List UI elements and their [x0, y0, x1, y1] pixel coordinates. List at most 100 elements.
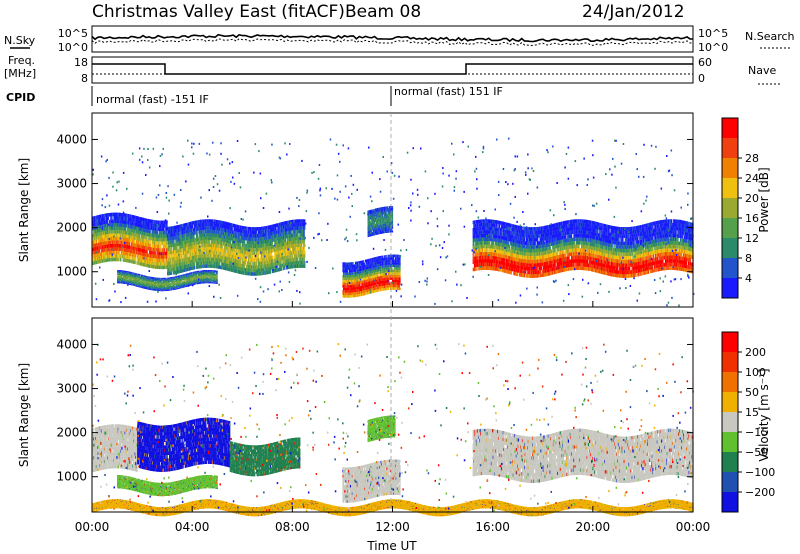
freq-label: Freq. — [8, 54, 35, 67]
data-cell-0 — [113, 230, 114, 234]
data-cell-0 — [120, 234, 121, 238]
data-cell-0 — [101, 232, 102, 236]
freq-panel — [92, 57, 693, 83]
data-cell-0 — [100, 215, 101, 219]
station-title: Christmas Valley East (fitACF) — [92, 2, 345, 22]
data-cell-0 — [117, 223, 118, 227]
radar-figure: Christmas Valley East (fitACF) Beam 08 2… — [0, 0, 800, 554]
data-cell-0 — [106, 241, 107, 245]
data-cell-0 — [96, 257, 97, 261]
data-cell-0 — [133, 222, 134, 226]
data-cell-0 — [110, 254, 111, 258]
cpid-label: CPID — [6, 91, 35, 104]
data-cell-0 — [115, 251, 116, 255]
data-cell-0 — [123, 217, 124, 221]
data-cell-0 — [102, 259, 103, 263]
data-cell-0 — [118, 237, 119, 241]
data-cell-0 — [136, 227, 137, 231]
data-cell-0 — [105, 224, 106, 228]
data-cell-0 — [110, 248, 111, 252]
nave-tick-bottom: 0 — [698, 72, 705, 85]
data-cell-0 — [119, 251, 120, 255]
data-cell-0 — [100, 218, 101, 222]
data-cell-0 — [123, 251, 124, 255]
data-cell-0 — [135, 257, 136, 261]
data-cell-0 — [107, 220, 108, 224]
data-cell-0 — [93, 262, 94, 266]
data-cell-0 — [106, 259, 107, 263]
data-cell-0 — [96, 243, 97, 247]
data-cell-0 — [126, 255, 127, 259]
data-cell-0 — [96, 236, 97, 240]
cpid-segment-1: normal (fast) -151 IF — [96, 93, 209, 106]
data-cell-0 — [121, 255, 122, 259]
data-cell-0 — [103, 224, 104, 228]
data-cell-0 — [126, 217, 127, 221]
nsearch-label: N.Search — [745, 30, 795, 43]
data-cell-0 — [125, 227, 126, 231]
data-cell-0 — [95, 223, 96, 227]
nave-tick-top: 60 — [698, 56, 712, 69]
data-cell-0 — [126, 224, 127, 228]
data-cell-0 — [130, 215, 131, 219]
data-cell-0 — [128, 249, 129, 253]
data-cell-0 — [117, 230, 118, 234]
nsearch-tick-top: 10^5 — [698, 27, 728, 40]
data-cell-0 — [108, 217, 109, 221]
data-cell-0 — [129, 245, 130, 249]
data-cell-0 — [120, 258, 121, 262]
data-cell-0 — [98, 233, 99, 237]
data-cell-0 — [127, 252, 128, 256]
nsky-tick-top: 10^5 — [58, 27, 88, 40]
cpid-segment-2: normal (fast) 151 IF — [394, 85, 503, 98]
data-cell-0 — [110, 258, 111, 262]
data-cell-0 — [111, 216, 112, 220]
data-cell-0 — [138, 258, 139, 262]
data-cell-0 — [121, 241, 122, 245]
data-cell-0 — [105, 228, 106, 232]
data-cell-0 — [138, 262, 139, 266]
data-cell-0 — [119, 241, 120, 245]
data-cell-0 — [129, 259, 130, 263]
data-cell-0 — [135, 247, 136, 251]
data-cell-0 — [120, 213, 121, 217]
data-cell-0 — [134, 240, 135, 244]
data-cell-0 — [95, 237, 96, 241]
data-cell-0 — [132, 222, 133, 226]
nsearch-tick-bottom: 10^0 — [698, 41, 728, 54]
data-cell-0 — [133, 219, 134, 223]
data-cell-0 — [102, 252, 103, 256]
data-cell-0 — [121, 237, 122, 241]
data-cell-0 — [123, 241, 124, 245]
data-cell-0 — [94, 233, 95, 237]
data-cell-0 — [116, 251, 117, 255]
freq-tick-top: 18 — [74, 56, 88, 69]
data-cell-0 — [113, 258, 114, 262]
data-cell-0 — [99, 250, 100, 254]
data-cell-0 — [123, 213, 124, 217]
data-cell-0 — [93, 258, 94, 262]
nsearch-trace — [92, 39, 693, 46]
data-cell-0 — [129, 228, 130, 232]
data-cell-0 — [135, 261, 136, 265]
data-cell-0 — [95, 216, 96, 220]
nave-label: Nave — [748, 64, 776, 77]
data-cell-0 — [135, 254, 136, 258]
data-cell-0 — [116, 247, 117, 251]
power-heatmap — [92, 138, 694, 307]
nsky-label: N.Sky — [4, 34, 36, 47]
data-cell-0 — [134, 250, 135, 254]
data-cell-0 — [130, 256, 131, 260]
data-cell-0 — [96, 219, 97, 223]
data-cell-0 — [108, 230, 109, 234]
data-cell-0 — [105, 217, 106, 221]
data-cell-0 — [107, 227, 108, 231]
data-cell-0 — [111, 230, 112, 234]
data-cell-0 — [110, 220, 111, 224]
data-cell-0 — [110, 230, 111, 234]
data-cell-0 — [105, 248, 106, 252]
beam-title: Beam 08 — [345, 2, 421, 22]
data-cell-0 — [114, 227, 115, 231]
data-cell-0 — [117, 240, 118, 244]
data-cell-0 — [133, 233, 134, 237]
